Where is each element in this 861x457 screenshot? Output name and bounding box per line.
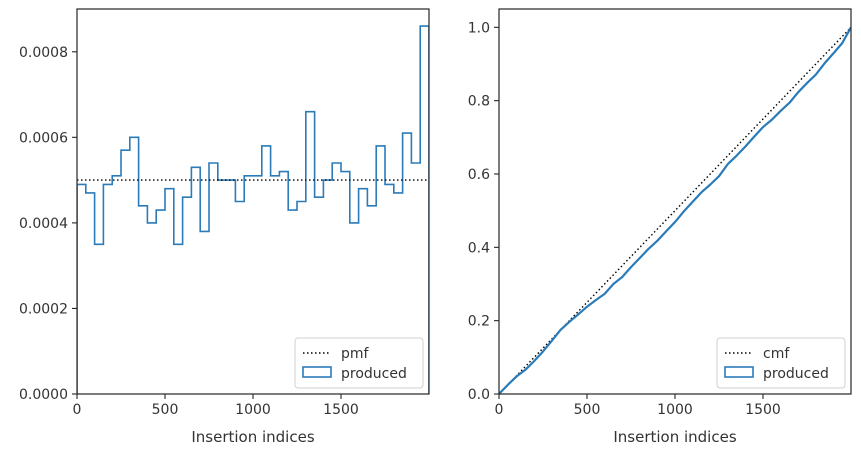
y-tick-label: 0.0004: [19, 216, 68, 232]
legend-box: [716, 337, 846, 389]
x-tick-label: 1500: [323, 402, 359, 418]
legend-reference-label: cmf: [763, 346, 790, 362]
x-tick-label: 500: [574, 402, 601, 418]
plot-area: [77, 9, 429, 394]
x-axis-label: Insertion indices: [613, 428, 736, 446]
x-tick-label: 1500: [745, 402, 781, 418]
produced-cumulative-line: [499, 26, 851, 395]
x-tick-label: 1000: [657, 402, 693, 418]
x-tick-label: 1000: [235, 402, 271, 418]
legend-produced-label: produced: [341, 366, 407, 382]
y-tick-label: 1.0: [468, 20, 490, 36]
y-tick-label: 0.0006: [19, 130, 68, 146]
legend-box: [294, 337, 424, 389]
y-tick-label: 0.0002: [19, 301, 68, 317]
x-axis-label: Insertion indices: [191, 428, 314, 446]
y-tick-label: 0.0000: [19, 387, 68, 403]
y-tick-label: 0.8: [468, 94, 490, 110]
plot-area: [499, 9, 851, 394]
y-tick-label: 0.2: [468, 314, 490, 330]
x-tick-label: 500: [152, 402, 179, 418]
legend-reference-label: pmf: [341, 346, 370, 362]
y-tick-label: 0.4: [468, 240, 490, 256]
y-tick-label: 0.0: [468, 387, 490, 403]
cumulative-panel: 0 500 1000 1500 0.0 0.2 0.4 0.6 0.8 1.0 Insertion …: [468, 8, 852, 446]
produced-histogram-step: [77, 25, 429, 394]
legend-produced-label: produced: [763, 366, 829, 382]
plot-content: [77, 25, 429, 394]
x-tick-label: 0: [495, 402, 504, 418]
y-tick-label: 0.6: [468, 167, 490, 183]
plot-content: [499, 26, 851, 395]
x-tick-label: 0: [73, 402, 82, 418]
histogram-panel: 0 500 1000 1500 0.0000 0.0002 0.0004 0.0006 0.00…: [19, 8, 430, 446]
y-tick-label: 0.0008: [19, 45, 68, 61]
legend-produced-swatch: [724, 366, 754, 378]
legend-produced-swatch: [302, 366, 332, 378]
